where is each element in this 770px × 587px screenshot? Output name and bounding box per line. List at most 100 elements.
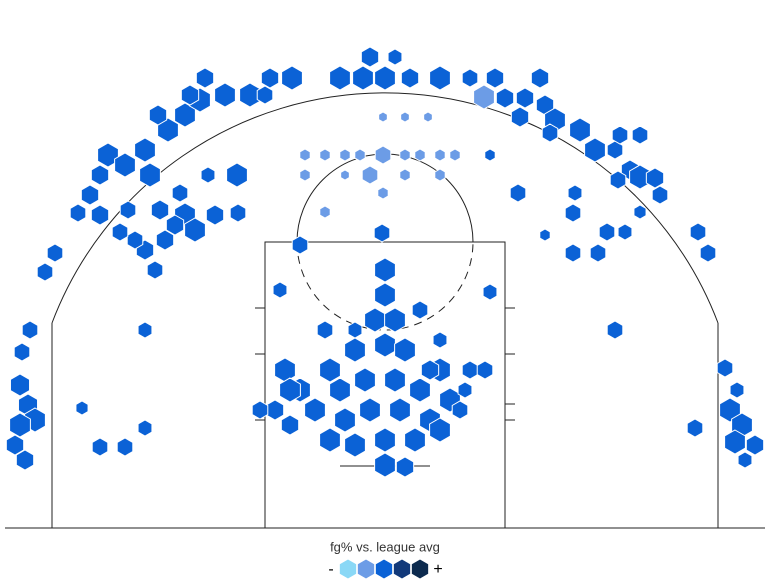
hex <box>334 407 356 433</box>
hex <box>229 203 247 223</box>
hex <box>91 437 109 457</box>
legend-swatch <box>374 558 394 580</box>
hex <box>400 67 420 89</box>
hex <box>609 170 627 190</box>
hex <box>719 397 741 423</box>
hex <box>9 373 31 397</box>
hex <box>344 337 366 363</box>
hex <box>274 357 296 383</box>
legend-swatch <box>410 558 430 580</box>
hex <box>461 360 479 380</box>
hex <box>482 283 498 301</box>
hex <box>137 321 153 339</box>
hex <box>5 434 25 456</box>
hex <box>111 222 129 242</box>
hex <box>598 222 616 242</box>
hex <box>420 359 440 381</box>
hex <box>645 167 665 189</box>
hex <box>589 243 607 263</box>
hex <box>515 87 535 109</box>
hex <box>69 203 87 223</box>
hex <box>150 199 170 221</box>
paint <box>264 241 506 529</box>
hex <box>265 399 285 421</box>
hex <box>260 67 280 89</box>
hex <box>509 183 527 203</box>
hex <box>399 148 411 162</box>
hex <box>361 165 379 185</box>
hex <box>9 412 31 438</box>
hex <box>340 169 350 181</box>
hex <box>411 300 429 320</box>
hex <box>724 429 746 455</box>
hex <box>434 148 446 162</box>
hex <box>400 111 410 123</box>
hex <box>617 223 633 241</box>
hex <box>399 168 411 182</box>
hex <box>347 321 363 339</box>
hex <box>21 320 39 340</box>
hex <box>409 377 431 403</box>
hex <box>384 367 406 393</box>
hex <box>457 381 473 399</box>
legend-swatch <box>356 558 376 580</box>
hex <box>13 342 31 362</box>
hex <box>373 223 391 243</box>
hex <box>279 377 301 403</box>
hex <box>394 337 416 363</box>
hex <box>473 84 495 110</box>
hex <box>319 427 341 453</box>
hex <box>432 331 448 349</box>
hex <box>126 230 144 250</box>
hex <box>134 137 156 163</box>
hex <box>184 217 206 243</box>
hex <box>146 260 164 280</box>
hex <box>90 204 110 226</box>
hex <box>299 148 311 162</box>
hex <box>539 228 551 242</box>
legend-swatch <box>338 558 358 580</box>
hex <box>567 184 583 202</box>
hex <box>116 437 134 457</box>
hex <box>281 65 303 91</box>
hex <box>75 400 89 416</box>
hex <box>374 257 396 283</box>
hexes <box>5 46 765 478</box>
hex <box>114 152 136 178</box>
hex <box>119 200 137 220</box>
hex <box>651 185 669 205</box>
hex <box>148 104 168 126</box>
hex <box>378 111 388 123</box>
hex <box>395 456 415 478</box>
hex <box>171 183 189 203</box>
hex <box>387 48 403 66</box>
hex <box>495 87 515 109</box>
hex <box>716 358 734 378</box>
hex <box>256 85 274 105</box>
hex <box>384 307 406 333</box>
hex <box>449 148 461 162</box>
hex <box>569 117 591 143</box>
hex <box>97 142 119 168</box>
hex <box>291 235 309 255</box>
hex <box>280 414 300 436</box>
hex <box>354 367 376 393</box>
legend-high: + <box>433 561 442 578</box>
hex <box>476 360 494 380</box>
hex <box>80 184 100 206</box>
hex <box>214 82 236 108</box>
hex <box>180 84 200 106</box>
hex <box>272 281 288 299</box>
hex <box>344 432 366 458</box>
hex <box>404 427 426 453</box>
hex <box>699 243 717 263</box>
hex <box>414 148 426 162</box>
hex <box>729 381 745 399</box>
hex <box>510 106 530 128</box>
hex <box>686 418 704 438</box>
hex <box>429 417 451 443</box>
hex <box>137 419 153 437</box>
hex <box>374 145 392 165</box>
hex <box>564 243 582 263</box>
hex <box>374 452 396 478</box>
